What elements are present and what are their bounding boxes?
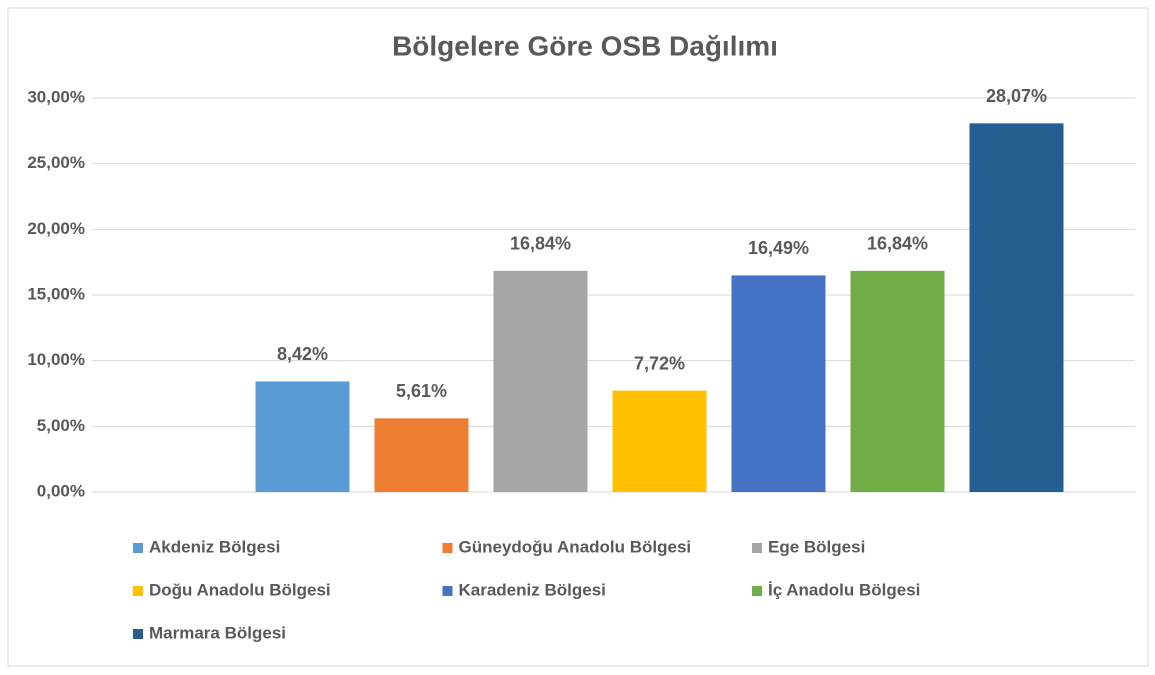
data-label: 28,07% [986, 86, 1047, 106]
data-label: 8,42% [277, 344, 328, 364]
legend-swatch [133, 586, 143, 596]
bar [374, 418, 469, 492]
legend-swatch [442, 586, 453, 596]
bar [493, 270, 588, 492]
y-tick-label: 20,00% [27, 219, 85, 238]
y-tick-label: 0,00% [37, 481, 85, 500]
legend-swatch [752, 543, 762, 553]
y-tick-label: 30,00% [27, 87, 85, 106]
data-label: 5,61% [396, 381, 447, 401]
y-tick-label: 10,00% [27, 350, 85, 369]
legend-label: Akdeniz Bölgesi [149, 537, 280, 556]
bar [969, 123, 1064, 492]
data-label: 16,84% [510, 234, 571, 254]
y-tick-label: 25,00% [27, 153, 85, 172]
bar [731, 275, 826, 492]
chart-title: Bölgelere Göre OSB Dağılımı [392, 30, 778, 61]
y-tick-label: 15,00% [27, 284, 85, 303]
legend-label: Karadeniz Bölgesi [459, 580, 606, 599]
legend-label: Doğu Anadolu Bölgesi [149, 580, 331, 599]
legend-label: Ege Bölgesi [768, 537, 865, 556]
y-tick-label: 5,00% [37, 416, 85, 435]
legend-swatch [133, 543, 143, 553]
bar [612, 390, 707, 492]
bar [255, 381, 350, 492]
data-label: 16,84% [867, 234, 928, 254]
legend-swatch [752, 586, 762, 596]
legend-label: Marmara Bölgesi [149, 623, 286, 642]
legend-swatch [133, 629, 143, 639]
legend-label: İç Anadolu Bölgesi [768, 580, 920, 599]
data-label: 16,49% [748, 238, 809, 258]
legend-label: Güneydoğu Anadolu Bölgesi [459, 537, 692, 556]
bar [850, 270, 945, 492]
data-label: 7,72% [634, 353, 685, 373]
legend-swatch [442, 543, 453, 553]
